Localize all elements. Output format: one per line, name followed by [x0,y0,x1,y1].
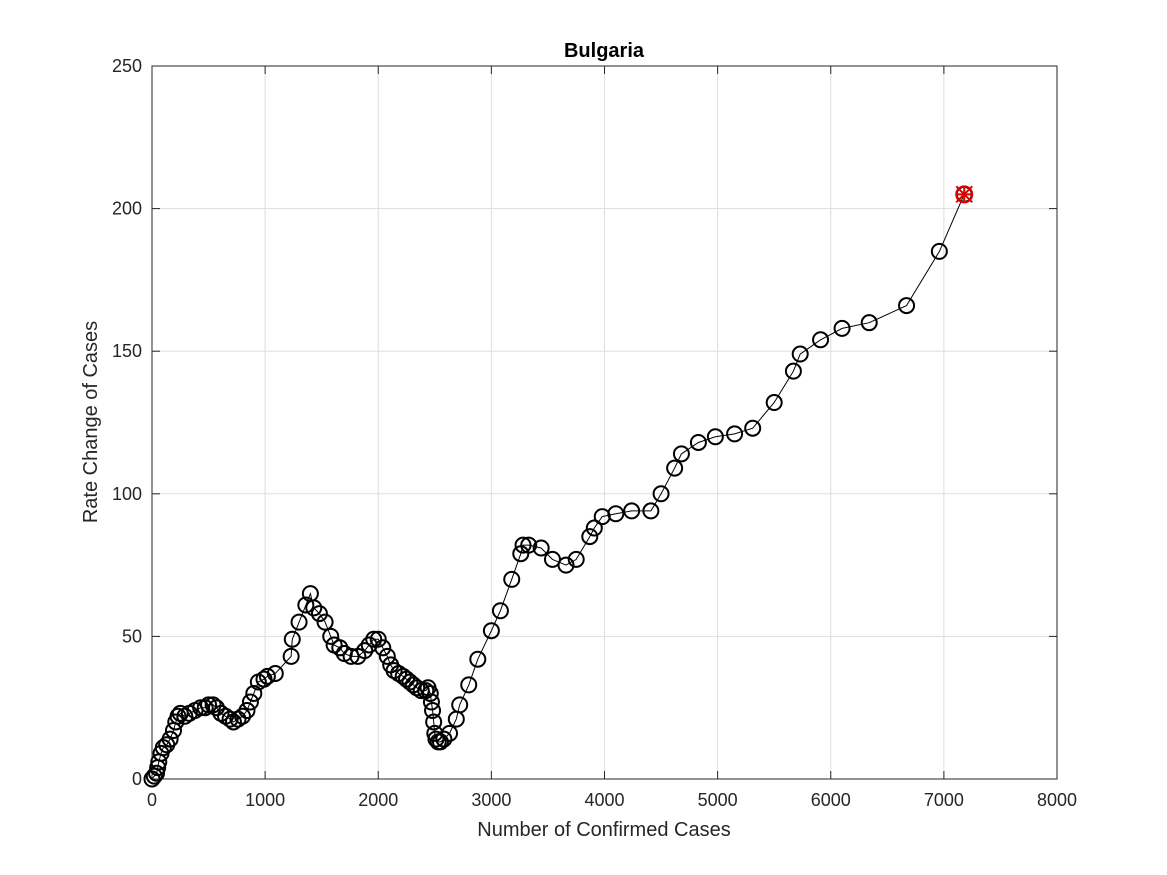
data-point [374,639,392,657]
data-point [148,764,166,782]
data-point [482,622,500,640]
series-markers [143,185,973,788]
data-point [224,713,242,731]
data-point [305,599,323,617]
data-point [451,696,469,714]
y-ticks: 0 50 100 150 200 250 [112,56,1057,789]
grid-lines [152,66,1057,779]
data-point [421,684,439,702]
data-point [424,702,442,720]
data-point [860,314,878,332]
x-tick-label: 5000 [698,790,738,810]
data-point [652,485,670,503]
data-point [200,696,218,714]
data-point [726,425,744,443]
x-ticks: 0 1000 2000 3000 4000 5000 6000 7000 8000 [147,66,1077,810]
y-tick-label: 250 [112,56,142,76]
data-point [765,394,783,412]
data-point [258,667,276,685]
data-point [672,445,690,463]
data-point [316,613,334,631]
data-point [581,528,599,546]
data-point [266,664,284,682]
x-tick-label: 8000 [1037,790,1077,810]
data-point [378,647,396,665]
data-point [234,707,251,725]
y-tick-label: 100 [112,484,142,504]
data-point [385,662,403,680]
x-tick-label: 3000 [471,790,511,810]
data-point [585,519,603,537]
data-point [282,647,300,665]
data-point [623,502,641,520]
data-point [310,605,328,623]
x-tick-label: 2000 [358,790,398,810]
data-point [469,650,487,668]
data-point [744,419,762,437]
data-point [176,707,194,725]
data-point [666,459,684,477]
y-tick-label: 200 [112,199,142,219]
data-point [567,550,585,568]
data-point [791,345,809,363]
x-tick-label: 1000 [245,790,285,810]
data-point [514,536,532,554]
data-point [245,684,263,702]
y-tick-label: 50 [122,626,142,646]
data-point [297,596,315,614]
data-point [169,707,187,725]
data-point [331,639,349,657]
data-point [356,642,374,660]
x-tick-label: 6000 [811,790,851,810]
x-tick-label: 4000 [584,790,624,810]
data-point [229,710,247,728]
series-line [151,194,965,780]
highlight-point [955,185,974,204]
data-point [532,539,550,557]
data-point [812,331,830,349]
x-tick-label: 0 [147,790,157,810]
data-point [833,319,851,337]
data-point [161,730,179,748]
data-point [607,505,625,523]
x-axis-label: Number of Confirmed Cases [477,819,730,841]
data-point [441,724,459,742]
data-point [290,613,308,631]
y-tick-label: 0 [132,769,142,789]
data-point [365,630,383,648]
data-point [460,676,478,694]
data-point [196,699,214,717]
data-point [706,428,724,446]
data-point [520,536,538,554]
chart-title: Bulgaria [564,40,645,62]
data-point [491,602,509,620]
data-point [642,502,660,520]
data-point [241,693,259,711]
data-point [425,713,443,731]
data-point [784,362,802,380]
data-point [435,730,453,748]
data-point [930,242,948,260]
data-point [212,704,230,722]
y-axis-label: Rate Change of Cases [80,321,102,523]
data-point [503,570,521,588]
data-point [689,433,707,451]
x-tick-label: 7000 [924,790,964,810]
data-point [557,556,575,574]
data-point [322,627,340,645]
data-point [422,693,440,711]
data-point [898,297,916,315]
y-tick-label: 150 [112,341,142,361]
data-point [283,630,301,648]
data-point [221,710,239,728]
data-point [238,702,256,720]
data-point [369,630,387,648]
data-point [207,699,225,717]
data-point [431,733,449,751]
